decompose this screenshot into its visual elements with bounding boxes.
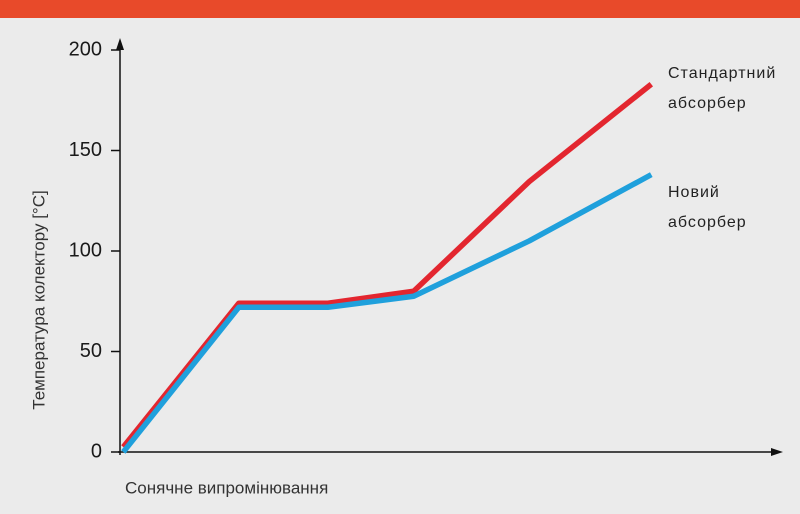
- y-tick-label: 100: [69, 239, 102, 261]
- series-line: [121, 172, 653, 454]
- y-tick-label: 50: [80, 340, 102, 362]
- x-axis-arrow: [771, 448, 783, 456]
- series-label: Стандартний абсорбер: [668, 65, 777, 113]
- series-line: [121, 82, 654, 449]
- series-label: Новий абсорбер: [668, 183, 747, 231]
- top-bar: [0, 0, 800, 18]
- y-axis-arrow: [116, 38, 124, 50]
- x-axis-title: Сонячне випромінювання: [125, 478, 328, 497]
- y-tick-label: 200: [69, 38, 102, 60]
- y-tick-label: 150: [69, 139, 102, 161]
- y-tick-label: 0: [91, 440, 102, 462]
- y-axis-title: Температура колектору [°C]: [29, 190, 48, 409]
